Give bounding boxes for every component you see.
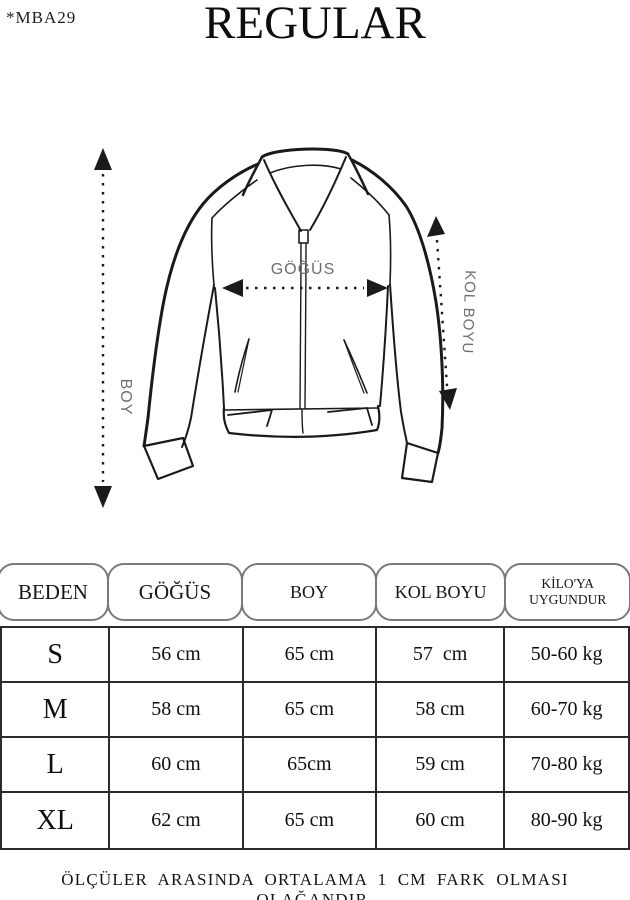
cell-length: 65 cm [243,628,377,683]
page-title: REGULAR [204,0,426,49]
cell-size: M [2,683,111,738]
cell-chest: 62 cm [110,793,244,848]
cell-chest: 60 cm [110,738,244,793]
header-gogus: GÖĞÜS [106,563,244,621]
measurement-note: ÖLÇÜLER ARASINDA ORTALAMA 1 CM FARK OLMA… [61,870,569,900]
arrow-down-icon [439,388,457,410]
cell-length: 65 cm [243,683,377,738]
cell-weight: 50-60 kg [505,628,628,683]
cell-sleeve: 60 cm [377,793,506,848]
cell-size: S [2,628,111,683]
arrow-up-icon [427,216,445,237]
cell-length: 65 cm [244,793,377,848]
arrow-right-icon [367,279,388,297]
jacket-measurement-diagram: BOY GÖĞÜS KOL BOYU [94,147,478,508]
header-beden: BEDEN [0,563,109,621]
height-measure-arrow: BOY [94,148,134,508]
height-label: BOY [117,379,134,416]
cell-sleeve: 58 cm [376,683,506,738]
cell-sleeve: 59 cm [376,738,506,793]
arrow-down-icon [94,486,112,508]
size-table-header: BEDEN GÖĞÜS BOY KOL BOYU KİLO'YA UYGUNDU… [0,563,630,621]
arrow-left-icon [222,279,243,297]
cell-sleeve: 57 cm [376,628,506,683]
sleeve-measure-arrow: KOL BOYU [427,216,478,410]
cell-chest: 58 cm [110,683,244,738]
chest-measure-arrow: GÖĞÜS [222,259,388,297]
cell-chest: 56 cm [110,628,244,683]
cell-weight: 60-70 kg [505,683,628,738]
size-table-body: S 56 cm 65 cm 57 cm 50-60 kg M 58 cm 65 … [0,626,630,850]
product-code: *MBA29 [6,8,77,27]
header-boy: BOY [241,563,378,621]
chest-label: GÖĞÜS [271,259,336,278]
cell-size: L [2,738,111,793]
cell-weight: 70-80 kg [505,738,628,793]
cell-size: XL [2,793,111,848]
cell-length: 65cm [243,738,377,793]
jacket-drawing [142,147,445,484]
arrow-up-icon [94,148,112,170]
size-table: BEDEN GÖĞÜS BOY KOL BOYU KİLO'YA UYGUNDU… [0,563,630,850]
header-kiloya-uygundur: KİLO'YA UYGUNDUR [504,563,630,621]
sleeve-label: KOL BOYU [459,270,479,355]
cell-weight: 80-90 kg [530,809,603,831]
header-kol-boyu: KOL BOYU [375,563,507,621]
